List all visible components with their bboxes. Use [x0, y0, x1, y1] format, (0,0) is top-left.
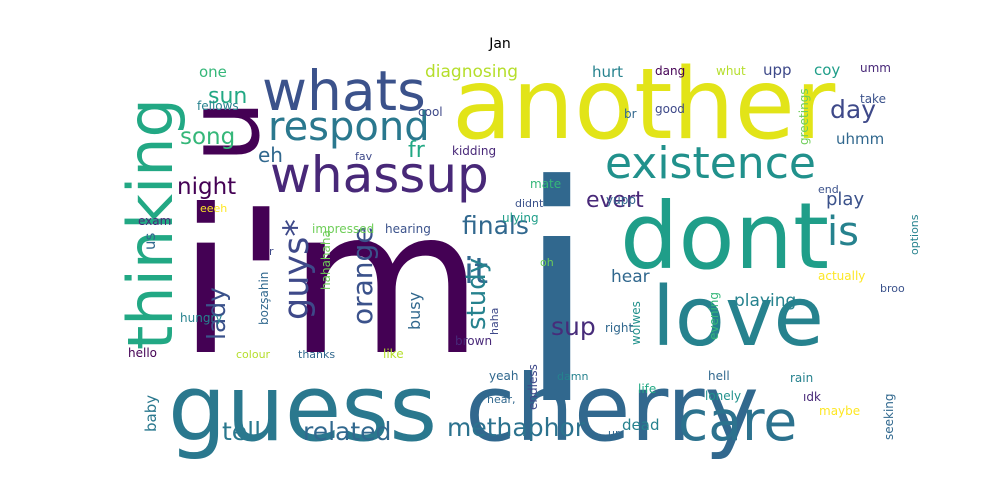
word-17: orange	[346, 226, 379, 325]
word-66: oh	[540, 256, 554, 269]
word-9: whats	[262, 59, 426, 123]
word-34: playing	[734, 291, 796, 311]
word-36: diagnosing	[425, 62, 518, 82]
word-29: methaphor	[447, 413, 586, 442]
word-42: dead	[622, 416, 659, 434]
word-46: whut	[716, 64, 746, 78]
word-32: busy	[405, 292, 424, 330]
word-39: upp	[763, 61, 792, 79]
word-62: impressed	[312, 222, 374, 236]
word-70: haha	[488, 308, 501, 335]
word-4: love	[652, 270, 824, 365]
word-31: sup	[551, 312, 596, 341]
word-0: i'm	[178, 167, 483, 400]
word-43: us	[141, 232, 159, 250]
word-41: uhmm	[836, 130, 884, 148]
word-12: existence	[605, 138, 816, 189]
word-52: greetings	[797, 88, 811, 145]
word-51: good	[655, 102, 685, 116]
word-47: umm	[860, 61, 891, 75]
word-8: u	[165, 100, 282, 163]
word-49: fellows	[197, 99, 239, 113]
word-71: hungry	[180, 311, 222, 325]
word-86: life	[638, 382, 656, 396]
word-21: eh	[258, 143, 283, 167]
word-91: maybe	[819, 404, 860, 418]
word-27: tell	[222, 417, 261, 446]
word-67: r	[269, 245, 274, 258]
word-10: whassup	[270, 146, 489, 204]
word-63: hearing	[385, 222, 431, 236]
word-59: yupp	[606, 193, 636, 207]
word-54: fav	[355, 150, 373, 163]
word-64: options	[908, 214, 921, 255]
word-18: night	[177, 174, 236, 200]
word-79: colour	[236, 348, 271, 361]
word-69: bozşahin	[257, 272, 271, 325]
word-85: damn	[557, 370, 588, 383]
word-93: ur	[608, 427, 620, 440]
word-60: exam	[138, 214, 171, 228]
word-76: right	[605, 321, 633, 335]
word-26: day	[830, 95, 876, 124]
word-30: lady	[202, 287, 231, 340]
word-53: take	[860, 92, 886, 106]
word-40: coy	[814, 61, 840, 79]
word-15: is	[827, 209, 859, 255]
word-2: another	[452, 48, 836, 162]
word-48: cool	[418, 105, 443, 119]
word-16: it	[464, 251, 488, 292]
word-28: related	[303, 417, 391, 446]
word-77: brown	[455, 334, 492, 348]
word-20: sun	[208, 84, 247, 109]
word-89: lonely	[705, 389, 741, 403]
word-1: i	[515, 122, 598, 471]
word-78: hello	[128, 346, 157, 360]
word-73: actually	[818, 269, 865, 283]
word-35: hear	[611, 267, 650, 287]
word-11: thinking	[114, 98, 187, 350]
word-81: like	[383, 347, 404, 361]
word-13: respond	[268, 104, 430, 150]
word-24: study	[462, 258, 492, 330]
word-22: fr	[408, 138, 426, 163]
chart-title: Jan	[489, 36, 511, 52]
word-6: guess	[168, 355, 437, 462]
word-58: didnt	[515, 197, 544, 210]
word-3: dont	[620, 183, 829, 290]
word-7: care	[678, 389, 797, 453]
word-5: cherry	[465, 355, 759, 462]
word-74: evening	[707, 292, 721, 340]
word-25: evert	[586, 188, 644, 213]
word-92: seeking	[882, 393, 896, 440]
word-72: broo	[880, 282, 905, 295]
word-50: br	[624, 107, 637, 121]
word-68: hahahaha	[319, 230, 333, 290]
word-90: ıdk	[803, 390, 821, 404]
word-14: guys*	[277, 219, 317, 320]
word-80: thanks	[298, 348, 335, 361]
word-65: ulying	[502, 211, 539, 225]
word-57: mate	[530, 177, 561, 191]
word-38: hurt	[592, 63, 623, 81]
word-56: end	[818, 183, 839, 196]
word-83: endless	[526, 364, 540, 410]
word-55: kidding	[452, 144, 496, 158]
word-33: play	[826, 189, 864, 210]
word-23: finals	[462, 211, 529, 240]
word-61: eeeh	[200, 202, 227, 215]
word-45: dang	[655, 64, 685, 78]
word-37: one	[199, 63, 227, 81]
word-75: wolwes	[629, 301, 643, 345]
word-44: baby	[142, 395, 160, 432]
word-87: hell	[708, 369, 730, 383]
word-82: yeah	[489, 369, 518, 383]
word-88: rain	[790, 371, 813, 385]
word-84: hear,	[487, 393, 516, 406]
word-19: song	[180, 124, 235, 150]
